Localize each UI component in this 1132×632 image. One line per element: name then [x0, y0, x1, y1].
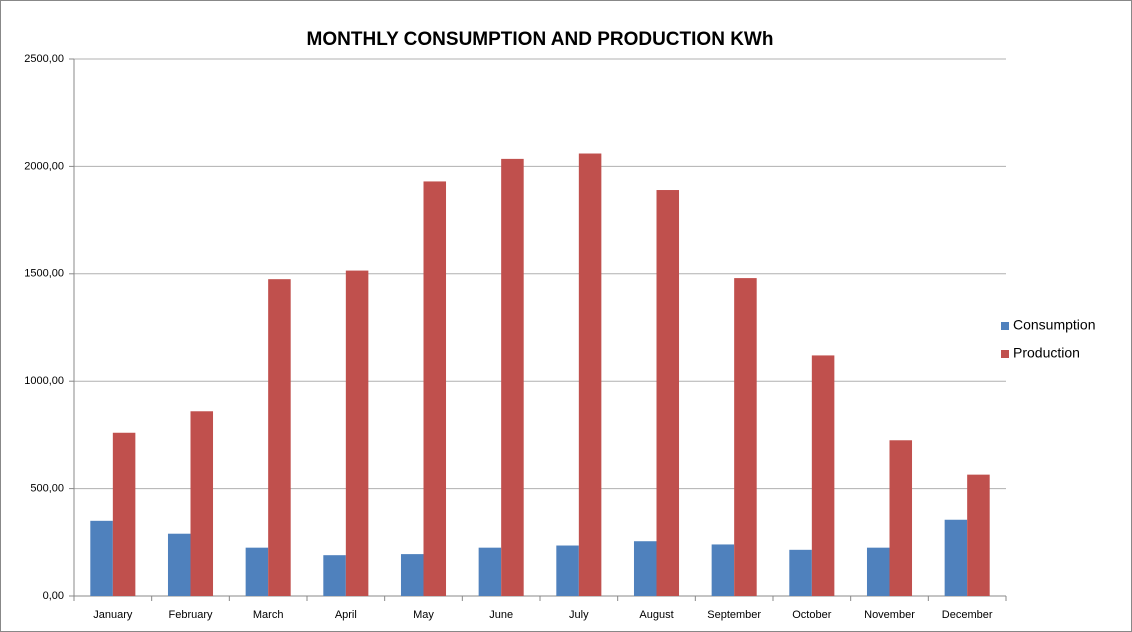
x-tick-label: October	[792, 609, 831, 621]
bar	[656, 190, 680, 596]
chart-title: MONTHLY CONSUMPTION AND PRODUCTION KWh	[307, 29, 774, 50]
bar	[501, 158, 524, 596]
y-tick-label: 1500,00	[24, 268, 64, 280]
legend-label: Consumption	[1013, 317, 1096, 333]
bar	[734, 278, 757, 596]
legend-swatch	[1001, 350, 1009, 358]
x-tick-label: September	[707, 609, 761, 621]
x-tick-label: March	[253, 609, 284, 621]
x-tick-label: December	[942, 609, 993, 621]
bar	[400, 554, 424, 596]
x-tick-label: July	[569, 609, 589, 621]
x-tick-label: August	[639, 609, 673, 621]
bar	[711, 544, 735, 596]
y-tick-label: 500,00	[30, 483, 64, 495]
x-tick-label: February	[168, 609, 213, 621]
y-tick-label: 2000,00	[24, 160, 64, 172]
y-tick-label: 1000,00	[24, 375, 64, 387]
x-tick-label: May	[413, 609, 434, 621]
bar	[789, 549, 812, 596]
bar	[423, 181, 447, 596]
bar	[167, 533, 191, 596]
bar	[268, 279, 291, 596]
x-tick-label: January	[93, 609, 133, 621]
legend-swatch	[1001, 322, 1009, 330]
bar	[866, 547, 890, 596]
legend-label: Production	[1013, 345, 1080, 361]
bar	[90, 520, 113, 596]
bar	[190, 411, 214, 596]
bar	[345, 270, 369, 596]
bar	[245, 547, 269, 596]
bar	[556, 545, 579, 596]
x-tick-label: November	[864, 609, 915, 621]
bar	[478, 547, 502, 596]
x-tick-label: June	[489, 609, 513, 621]
bar	[323, 555, 346, 596]
y-tick-label: 2500,00	[24, 53, 64, 65]
bar	[633, 541, 657, 596]
bar	[889, 440, 913, 596]
bar	[578, 153, 602, 596]
y-tick-label: 0,00	[43, 590, 64, 602]
bar	[811, 355, 835, 596]
bar	[944, 519, 968, 596]
bar	[967, 474, 990, 596]
bar	[112, 432, 136, 596]
x-tick-label: April	[335, 609, 357, 621]
